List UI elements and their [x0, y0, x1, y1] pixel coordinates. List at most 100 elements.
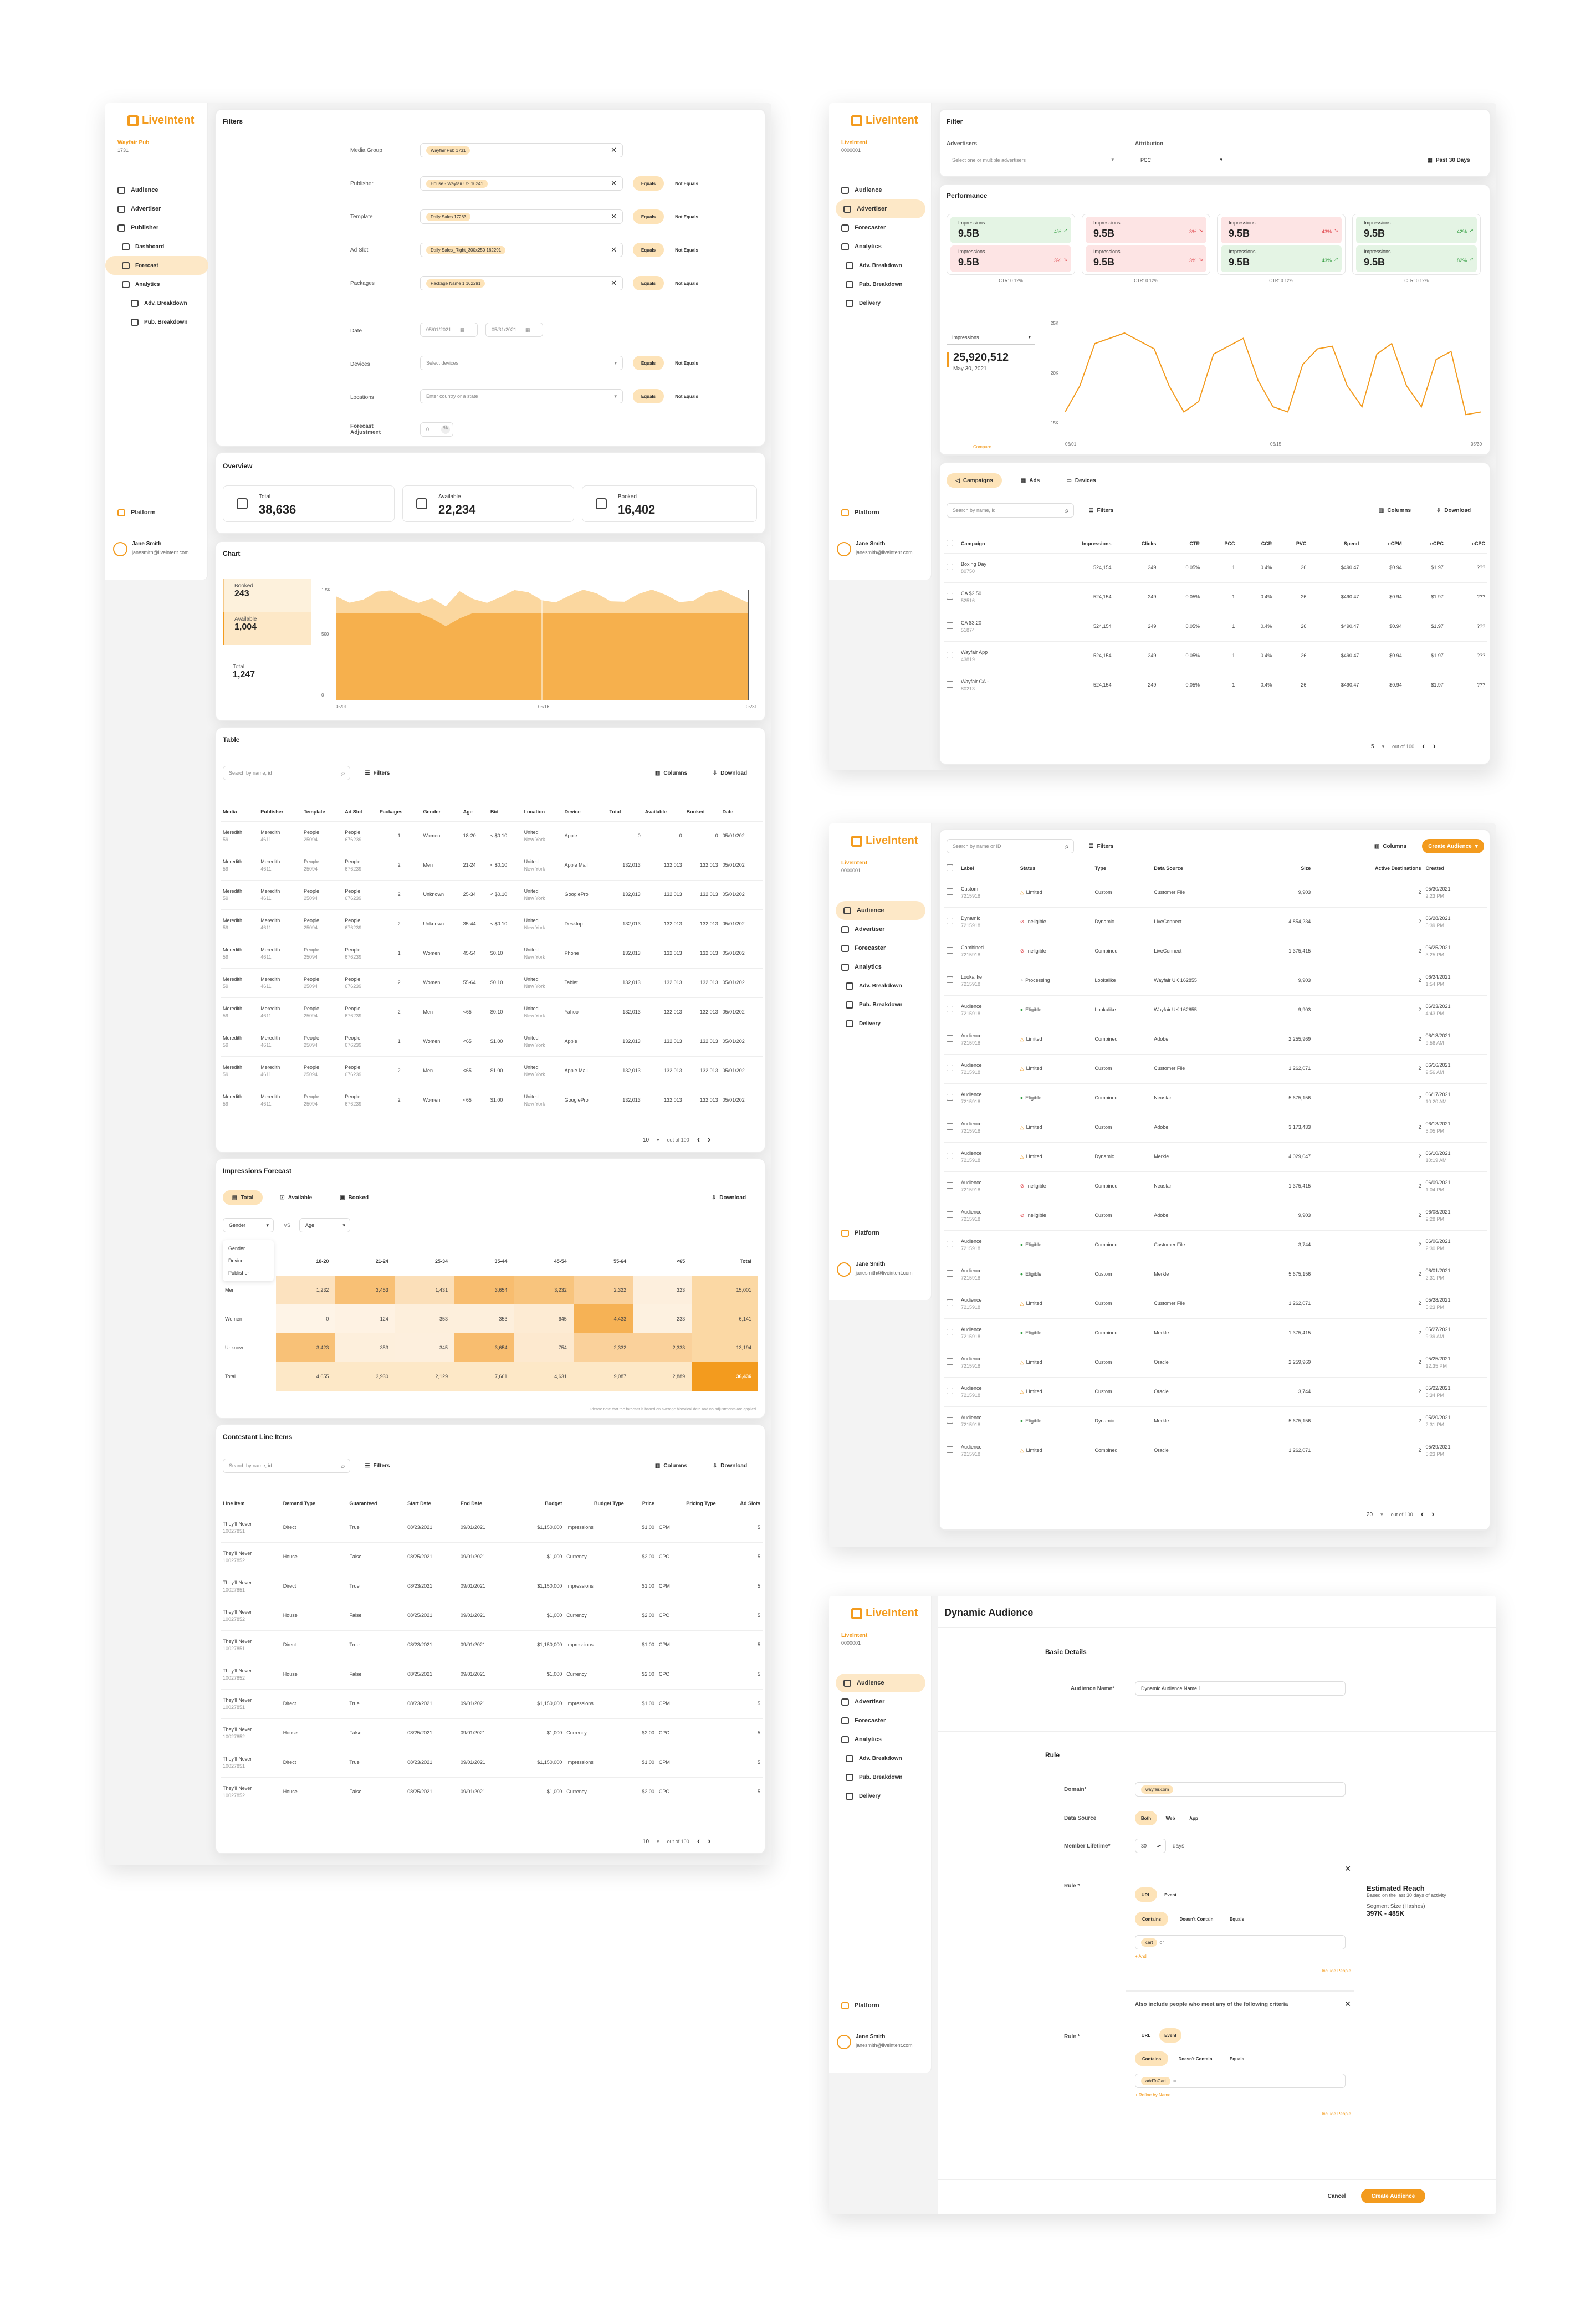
filters-button[interactable]: ☰ Filters	[358, 766, 397, 780]
heatmap-cell[interactable]: 754	[514, 1333, 574, 1362]
legend-available[interactable]: Available 1,004	[223, 612, 311, 645]
column-header[interactable]: Budget	[545, 1500, 562, 1506]
filter-chip[interactable]: Wayfair Pub 1731	[426, 146, 470, 155]
row-checkbox[interactable]	[947, 1064, 953, 1071]
row-checkbox[interactable]	[947, 1446, 953, 1453]
heatmap-cell[interactable]: 323	[633, 1276, 692, 1304]
download-button[interactable]: ⇩ Download	[703, 1459, 757, 1473]
column-header[interactable]: Active Destinations	[1374, 865, 1421, 871]
tab-devices[interactable]: ▭ Devices	[1056, 473, 1106, 488]
close-icon[interactable]: ✕	[611, 245, 617, 254]
nav-forecast[interactable]: Forecast	[105, 256, 208, 275]
nav-analytics[interactable]: Analytics	[829, 1730, 932, 1749]
nav-pub-breakdown[interactable]: Pub. Breakdown	[829, 1768, 932, 1787]
row-checkbox[interactable]	[947, 651, 953, 658]
rule-url[interactable]: URL	[1135, 2028, 1157, 2043]
table-row[interactable]: Audience 7215918 ⊘ Ineligible Combined Neusta…	[944, 1171, 1487, 1201]
equals-button[interactable]: Equals	[633, 243, 664, 257]
table-row[interactable]: They'll Never 10027852 House False 08/25/202…	[221, 1718, 763, 1748]
locations-not-equals[interactable]: Not Equals	[667, 389, 706, 403]
heatmap-cell[interactable]: 4,631	[514, 1362, 574, 1391]
nav-advertiser[interactable]: Advertiser	[829, 1692, 932, 1711]
nav-publisher[interactable]: Publisher	[105, 218, 208, 237]
member-lifetime-input[interactable]: 30 ▴▾	[1135, 1839, 1166, 1853]
column-header[interactable]: End Date	[460, 1500, 482, 1506]
filters-button[interactable]: ☰ Filters	[1082, 503, 1121, 518]
column-header[interactable]: Price	[642, 1500, 654, 1506]
column-header[interactable]: eCPC	[1471, 540, 1485, 546]
next-page-icon[interactable]: ›	[708, 1836, 711, 1846]
table-row[interactable]: Meredith 59 Meredith 4611 People 25094 People 6…	[221, 938, 763, 968]
heatmap-cell[interactable]: 3,423	[276, 1333, 336, 1362]
nav-pub-breakdown[interactable]: Pub. Breakdown	[105, 313, 208, 331]
columns-button[interactable]: ▥ Columns	[1365, 839, 1415, 853]
date-from[interactable]: 05/01/2021 ▦	[420, 323, 478, 337]
filter-chip-input[interactable]: House - Wayfair US 16241 ✕	[420, 176, 623, 191]
row-checkbox[interactable]	[947, 1358, 953, 1365]
nav-adv-breakdown[interactable]: Adv. Breakdown	[105, 294, 208, 313]
filter-chip[interactable]: Daily Sales_Right_300x250 162291	[426, 245, 506, 254]
nav-pub-breakdown[interactable]: Pub. Breakdown	[829, 275, 932, 294]
not-equals-button[interactable]: Not Equals	[667, 209, 706, 224]
table-row[interactable]: They'll Never 10027851 Direct True 08/23/202…	[221, 1571, 763, 1601]
create-audience-button[interactable]: Create Audience	[1361, 2189, 1425, 2203]
not-equals-button[interactable]: Not Equals	[667, 176, 706, 191]
row-checkbox[interactable]	[947, 1270, 953, 1277]
column-header[interactable]: Bid	[490, 808, 499, 815]
column-header[interactable]: Booked	[686, 808, 705, 815]
include-people-link[interactable]: + Include People	[1318, 2111, 1351, 2116]
rule-event[interactable]: Event	[1159, 1887, 1181, 1902]
table-row[interactable]: Meredith 59 Meredith 4611 People 25094 People 6…	[221, 879, 763, 909]
nav-advertiser[interactable]: Advertiser	[105, 199, 208, 218]
column-header[interactable]: Created	[1425, 865, 1444, 871]
close-icon[interactable]: ✕	[611, 212, 617, 221]
rule-event[interactable]: Event	[1159, 2028, 1181, 2043]
audience-name-input[interactable]: Dynamic Audience Name 1	[1135, 1681, 1346, 1696]
heatmap-cell[interactable]: 3,654	[454, 1276, 514, 1304]
select-all-checkbox[interactable]	[947, 864, 953, 871]
nav-platform[interactable]: Platform	[105, 503, 156, 522]
table-row[interactable]: Meredith 59 Meredith 4611 People 25094 People 6…	[221, 968, 763, 997]
dropdown-option[interactable]: Publisher	[228, 1270, 249, 1276]
column-header[interactable]: Age	[463, 808, 473, 815]
filter-chip-input[interactable]: Daily Sales 17283 ✕	[420, 209, 623, 224]
legend-booked[interactable]: Booked 243	[223, 579, 311, 612]
table-row[interactable]: Audience 7215918 △ Limited Custom Adobe 3,173,…	[944, 1112, 1487, 1142]
rule-value-input[interactable]: addToCart or	[1135, 2074, 1346, 2088]
row-checkbox[interactable]	[947, 1152, 953, 1159]
columns-button[interactable]: ▥ Columns	[646, 766, 696, 780]
page-size-select[interactable]: 5	[1371, 743, 1374, 750]
dropdown-option[interactable]: Gender	[228, 1246, 245, 1251]
rule-url[interactable]: URL	[1135, 1887, 1157, 1902]
nav-audience[interactable]: Audience	[105, 181, 208, 199]
nav-platform[interactable]: Platform	[829, 1996, 879, 2015]
nav-analytics[interactable]: Analytics	[105, 275, 208, 294]
table-row[interactable]: Audience 7215918 ⊘ Ineligible Custom Adobe 9,9…	[944, 1200, 1487, 1230]
devices-not-equals[interactable]: Not Equals	[667, 356, 706, 370]
nav-pub-breakdown[interactable]: Pub. Breakdown	[829, 995, 932, 1014]
nav-audience[interactable]: Audience	[836, 901, 925, 920]
tab-total[interactable]: ▤ Total	[223, 1190, 263, 1205]
nav-analytics[interactable]: Analytics	[829, 237, 932, 256]
next-page-icon[interactable]: ›	[1433, 741, 1436, 751]
equals-button[interactable]: Equals	[633, 276, 664, 290]
page-size-select[interactable]: 10	[643, 1838, 649, 1845]
user-profile[interactable]: Jane Smith janesmith@liveintent.com	[837, 1261, 913, 1277]
table-row[interactable]: Wayfair CA -80213 524,154 249 0.05% 1 0.4% 26 $…	[944, 670, 1487, 700]
op-equals[interactable]: Equals	[1221, 1912, 1252, 1926]
nav-adv-breakdown[interactable]: Adv. Breakdown	[829, 1749, 932, 1768]
nav-dashboard[interactable]: Dashboard	[105, 237, 208, 256]
table-row[interactable]: Meredith 59 Meredith 4611 People 25094 People 6…	[221, 909, 763, 939]
forecast-download-button[interactable]: ⇩ Download	[702, 1190, 756, 1205]
next-page-icon[interactable]: ›	[1431, 1509, 1435, 1519]
table-row[interactable]: Audience 7215918 ● Eligible Combined Merkle 1,…	[944, 1318, 1487, 1348]
performance-card[interactable]: Impressions 9.5B 4% ↗ Impressions 9.5B 3% ↘ CTR:…	[947, 214, 1075, 283]
column-header[interactable]: Total	[609, 808, 621, 815]
table-row[interactable]: They'll Never 10027851 Direct True 08/23/202…	[221, 1688, 763, 1718]
lines-search-input[interactable]: Search by name, id ⌕	[223, 1459, 350, 1473]
filter-chip-input[interactable]: Package Name 1 162291 ✕	[420, 276, 623, 290]
column-header[interactable]: Clicks	[1141, 540, 1157, 546]
columns-button[interactable]: ▥ Columns	[646, 1459, 696, 1473]
table-row[interactable]: They'll Never 10027851 Direct True 08/23/202…	[221, 1512, 763, 1542]
table-row[interactable]: CA $2.50 52516 524,154 249 0.05% 1 0.4% 26 $490.…	[944, 582, 1487, 612]
